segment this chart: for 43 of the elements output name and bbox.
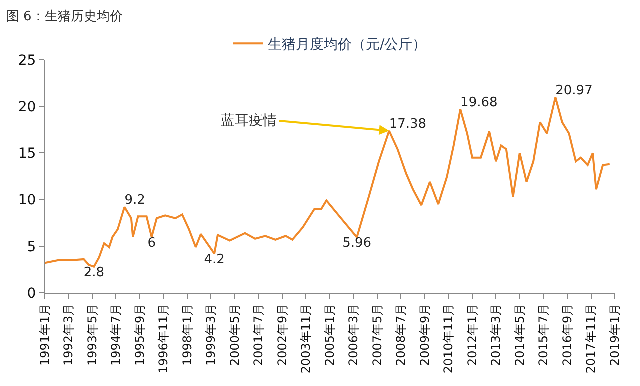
y-tick-label: 5: [27, 239, 36, 256]
x-tick-label: 2010年11月: [442, 304, 456, 374]
data-label: 20.97: [556, 83, 593, 98]
x-tick-label: 2005年1月: [322, 304, 337, 366]
data-label: 5.96: [342, 236, 372, 252]
x-tick-label: 2012年1月: [465, 304, 480, 366]
x-tick-label: 2007年5月: [370, 304, 384, 366]
x-tick-label: 2000年5月: [228, 304, 242, 366]
x-tick-label: 2002年9月: [275, 304, 290, 366]
x-tick-label: 2017年11月: [584, 304, 598, 374]
y-tick-label: 10: [18, 192, 36, 209]
y-tick-label: 15: [18, 146, 36, 162]
x-tick-label: 2016年9月: [560, 304, 574, 366]
x-tick-label: 2001年7月: [252, 304, 266, 366]
x-tick-label: 1992年3月: [62, 304, 76, 366]
y-tick-label: 0: [27, 286, 36, 302]
line-series: [45, 96, 611, 268]
x-tick-label: 1995年9月: [132, 304, 147, 366]
data-label: 6: [148, 236, 156, 251]
y-tick-label: 20: [18, 100, 36, 116]
x-tick-label: 1996年11月: [156, 304, 171, 374]
annotation: 蓝耳疫情: [221, 113, 277, 129]
x-tick-label: 2006年3月: [346, 304, 361, 366]
x-tick-label: 1999年3月: [204, 304, 218, 366]
x-tick-label: 1998年1月: [180, 304, 194, 366]
y-tick-label: 25: [18, 52, 36, 69]
x-tick-label: 2014年5月: [512, 304, 527, 366]
data-label: 2.8: [84, 266, 105, 281]
x-tick-label: 1993年5月: [85, 304, 100, 366]
data-label: 9.2: [124, 193, 146, 208]
x-tick-label: 2003年11月: [299, 304, 314, 374]
x-tick-label: 2015年7月: [536, 304, 551, 366]
x-tick-label: 2008年7月: [394, 304, 408, 366]
x-tick-label: 1994年7月: [109, 304, 124, 366]
legend-label: 生猪月度均价（元/公斤）: [268, 37, 427, 54]
x-tick-label: 2019年1月: [608, 304, 622, 366]
chart-title: 图 6：生猪历史均价: [6, 10, 123, 25]
data-label: 4.2: [204, 252, 225, 268]
x-tick-label: 2013年3月: [489, 304, 504, 366]
data-label: 19.68: [460, 95, 498, 110]
x-tick-label: 1991年1月: [38, 304, 52, 366]
data-label: 17.38: [389, 116, 427, 132]
x-tick-label: 2009年9月: [418, 304, 432, 366]
